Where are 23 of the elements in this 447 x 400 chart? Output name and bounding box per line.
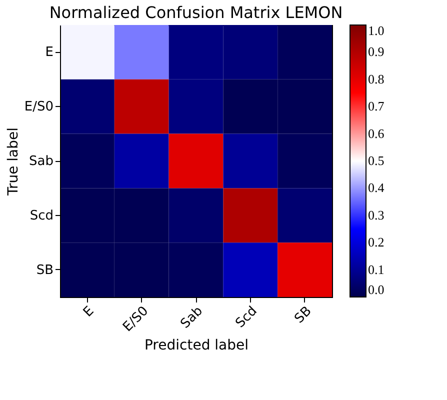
color-bar-label: 1.0 xyxy=(368,23,384,38)
y-tick-label: E/S0 xyxy=(24,100,54,115)
color-bar-label: 0.5 xyxy=(368,153,384,168)
color-bar-label: 0.0 xyxy=(368,282,384,297)
x-tick-label: SB xyxy=(292,304,315,327)
x-tick-label: Sab xyxy=(178,304,206,332)
x-axis-title: Predicted label xyxy=(144,337,249,354)
y-tick-label: E xyxy=(45,45,54,60)
color-bar-label: 0.6 xyxy=(368,126,385,141)
y-tick-label: SB xyxy=(36,262,54,278)
color-bar-label: 0.9 xyxy=(368,44,384,60)
color-bar-label: 0.7 xyxy=(368,98,385,114)
color-bar-label: 0.8 xyxy=(368,71,384,86)
y-tick-label: Scd xyxy=(30,208,54,224)
x-tick-label: E xyxy=(80,304,98,320)
chart-title: Normalized Confusion Matrix LEMON xyxy=(49,3,343,22)
color-bar-label: 0.2 xyxy=(368,234,384,250)
color-bar-label: 0.1 xyxy=(368,262,384,277)
color-bar-label: 0.3 xyxy=(368,207,384,222)
x-tick-label: Scd xyxy=(232,304,260,332)
color-bar-label: 0.4 xyxy=(368,180,385,196)
y-tick-label: Sab xyxy=(29,154,54,169)
y-axis-title: True label xyxy=(5,127,22,197)
